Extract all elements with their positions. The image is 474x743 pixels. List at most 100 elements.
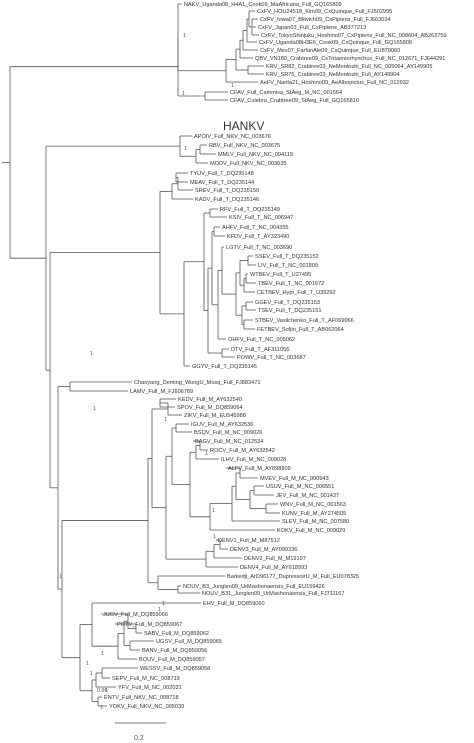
leaf-label: WTBEV_Full_T_U27495	[250, 272, 311, 278]
leaf-label: UGSV_Full_M_DQ859065	[156, 639, 222, 645]
leaf-label: KRV_SR75_Crabtree03_NeMontoshi_Full_AY14…	[266, 72, 400, 78]
leaf-label: SEPV_Full_M_NC_008719	[112, 676, 180, 682]
leaf-label: RFV_Full_T_DQ235149	[220, 207, 280, 213]
support-value: 1	[213, 534, 216, 540]
leaf-label: CxFV_TokyoShinjuku_Hoshino07_CxPipiens_F…	[261, 33, 447, 39]
leaf-labels: NAKV_Uganda08_H4A1_Cook09_MaAfricana_Ful…	[103, 2, 447, 710]
leaf-label: KEDV_Full_M_AY632540	[178, 397, 242, 403]
leaf-label: POWV_Full_T_NC_003687	[237, 355, 306, 361]
leaf-label: CFAV_Culebra_Crabtree09_StAeg_Full_GQ165…	[230, 98, 359, 104]
leaf-label: SABV_Full_M_DQ859062	[144, 631, 209, 637]
support-value: 1	[105, 688, 108, 694]
leaf-label: EHV_Full_M_DQ859060	[203, 601, 265, 607]
leaf-label: KSIV_Full_T_NC_006947	[229, 215, 293, 221]
leaf-label: BAGV_Full_M_NC_012534	[195, 439, 263, 445]
leaf-label: DENV4_Full_M_AY618993	[240, 565, 307, 571]
leaf-label: IGUV_Full_M_AY632536	[191, 422, 253, 428]
leaf-label: CFAV_Full_Cammisa_StAeg_M_NC_001564	[230, 90, 342, 96]
leaf-label: MODV_Full_NKV_NC_003635	[210, 161, 287, 167]
leaf-label: DENV2_Full_M_M19197	[244, 556, 306, 562]
leaf-label: NAKV_Uganda08_H4A1_Cook09_MaAfricana_Ful…	[184, 2, 342, 8]
support-value: 1	[231, 83, 234, 89]
leaf-label: LAMV_Full_M_FJ606789	[130, 389, 193, 395]
leaf-label: KOKV_Full_M_NC_009029	[277, 528, 345, 534]
scale-bar: 0.2	[115, 722, 166, 742]
leaf-label: YFV_Full_M_NC_002031	[118, 685, 182, 691]
leaf-label: Chaoyang_Deming_WongU_Mosq_Full_FJ883471	[134, 380, 260, 386]
tree-branches	[2, 3, 280, 707]
leaf-label: MMLV_Full_NKV_NC_004119	[218, 152, 293, 158]
leaf-label: BANV_Full_M_DQ859056	[142, 648, 207, 654]
leaf-label: CxFV_Uganda08H3E6_Cook09_CxQuinque_Full_…	[259, 40, 412, 46]
leaf-label: RBV_Full_NKV_NC_003675	[209, 143, 280, 149]
support-value: 1	[90, 671, 93, 677]
leaf-label: DENV1_Full_M_M87512	[218, 538, 280, 544]
leaf-label: CxFV_Mex07_FarfanAle09_CxQuinque_Full_EU…	[260, 48, 400, 54]
support-value: 1	[212, 508, 215, 514]
support-value: 0.96	[97, 688, 108, 694]
support-value: 1	[101, 651, 104, 657]
leaf-label: KADV_Full_T_DQ235146	[195, 197, 259, 203]
leaf-label: CxFV_Japan03_Full_CxPipiens_AB377213	[258, 25, 366, 31]
leaf-label: BOUV_Full_M_DQ859057	[139, 657, 205, 663]
leaf-label: AeFV_Narita21_Hoshino09_AeAlbopictus_Ful…	[260, 80, 409, 86]
leaf-label: CxFV_HOU24518_Kim09_CxQuinque_Full_FJ502…	[257, 9, 392, 15]
leaf-label: JUGV_Full_M_DQ859066	[103, 612, 168, 618]
leaf-label: SREV_Full_T_DQ235150	[195, 188, 259, 194]
leaf-label: GGYV_Full_T_DQ235145	[192, 364, 257, 370]
leaf-label: TYUV_Full_T_DQ235148	[190, 171, 254, 177]
support-value: 1	[183, 33, 186, 39]
leaf-label: SPOV_Full_M_DQ859064	[177, 405, 243, 411]
support-value: 1	[205, 451, 208, 457]
leaf-label: ILHV_Full_M_NC_009028	[221, 457, 286, 463]
leaf-label: BSQV_Full_M_NC_009026	[194, 430, 262, 436]
leaf-label: WNV_Full_M_NC_001563	[280, 502, 346, 508]
leaf-label: CETBEV_Hypr_Full_T_U39292	[257, 290, 336, 296]
leaf-label: STBEV_Vasilchenko_Full_T_AF069066	[255, 318, 354, 324]
leaf-label: TSEV_Full_T_DQ235151	[258, 308, 321, 314]
leaf-label: NOUV_B3_Junglen09_UrMashonaensis_Full_EU…	[183, 584, 325, 590]
support-value: 1	[162, 601, 165, 607]
support-value: 1	[184, 146, 187, 152]
support-value: 1	[86, 661, 89, 667]
leaf-label: SLEV_Full_M_NC_007580	[282, 519, 349, 525]
leaf-label: AHFV_Full_T_NC_004355	[222, 225, 289, 231]
leaf-label: SSEV_Full_T_DQ235152	[255, 254, 319, 260]
scale-bar-label: 0.2	[134, 735, 144, 742]
leaf-label: ZIKV_Full_M_EU545988	[184, 413, 246, 419]
leaf-label: APOIV_Full_NKV_NC_003676	[194, 134, 271, 140]
support-value: 1	[93, 406, 96, 412]
leaf-label: NOUV_B31_Junglen09_UrMashonaensis_Full_F…	[202, 591, 345, 597]
leaf-label: TBEV_Full_T_NC_001672	[258, 281, 324, 287]
leaf-label: WESSV_Full_M_DQ859058	[140, 666, 210, 672]
leaf-label: FETBEV_Sofjin_Full_T_AB062064	[257, 327, 344, 333]
support-value: 1	[158, 607, 161, 613]
hankv-label: HANKV	[223, 119, 264, 133]
leaf-label: MVEV_Full_M_NC_000943	[260, 476, 329, 482]
leaf-label: USUV_Full_M_NC_006551	[266, 484, 334, 490]
leaf-label: KUNV_Full_M_AY274505	[282, 511, 346, 517]
leaf-label: QBV_VN180_Crabtree09_CxTritaeniorhynchus…	[255, 56, 445, 62]
support-value: 1	[59, 574, 62, 580]
leaf-label: KRV_SR82_Crabtree03_NeMontoshi_Full_NC_0…	[266, 64, 432, 70]
support-value: 1	[100, 705, 103, 711]
leaf-label: OHFV_Full_T_NC_005062	[228, 337, 295, 343]
leaf-label: LGTV_Full_T_NC_003690	[226, 245, 292, 251]
leaf-label: GGEV_Full_T_DQ235153	[255, 300, 320, 306]
leaf-label: DTV_Full_T_AF311056	[231, 347, 289, 353]
leaf-label: ALFV_Full_M_AY898809	[228, 466, 291, 472]
leaf-label: ENTV_Full_NKV_NC_008718	[104, 695, 179, 701]
leaf-label: ROCV_Full_M_AY632542	[210, 448, 275, 454]
leaf-label: KFDV_Full_T_AY323490	[227, 234, 289, 240]
leaf-label: YOKV_Full_NKV_NC_005039	[109, 704, 184, 710]
leaf-label: MEAV_Full_T_DQ235144	[190, 180, 254, 186]
leaf-label: CxFV_Iowa07_Blitvich09_CxPipiens_Full_FJ…	[260, 17, 391, 23]
leaf-label: POTV_Full_M_DQ859067	[117, 622, 182, 628]
leaf-label: LIV_Full_T_NC_001809	[258, 263, 318, 269]
leaf-label: Barkedji_ArD96177_DupressoirU_M_Full_EU0…	[227, 574, 359, 580]
leaf-label: JEV_Full_M_NC_001437	[276, 493, 339, 499]
support-value: 1	[164, 417, 167, 423]
support-value: 1	[90, 351, 93, 357]
